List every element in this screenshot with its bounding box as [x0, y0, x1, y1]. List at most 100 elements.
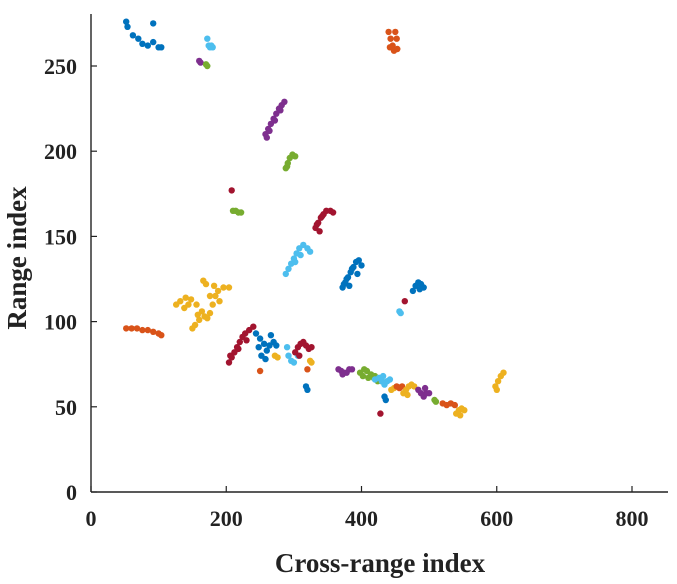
data-point [329, 209, 337, 216]
data-point [387, 35, 394, 42]
data-point [404, 391, 411, 399]
point-cluster [196, 57, 204, 66]
point-cluster [371, 372, 394, 388]
x-axis-title: Cross-range index [275, 548, 486, 578]
data-point [281, 98, 288, 106]
data-point [235, 345, 242, 353]
data-point [220, 284, 227, 291]
x-tick-label: 200 [210, 506, 243, 531]
y-tick-label: 250 [44, 54, 77, 79]
data-point [283, 344, 291, 351]
data-point [206, 292, 214, 300]
data-point [274, 354, 281, 361]
data-point [252, 330, 260, 337]
data-point [421, 384, 429, 392]
data-point [208, 42, 215, 49]
data-point [209, 301, 216, 308]
data-point [139, 40, 146, 47]
point-cluster [306, 357, 315, 366]
point-cluster [123, 18, 165, 51]
point-cluster [229, 207, 245, 216]
data-point [255, 344, 262, 351]
point-cluster [385, 28, 401, 54]
data-point [194, 311, 201, 318]
data-point [348, 366, 356, 373]
data-point [358, 262, 365, 269]
data-point [158, 44, 165, 51]
data-point [319, 212, 326, 220]
x-tick-label: 600 [480, 506, 513, 531]
point-cluster [381, 393, 389, 404]
data-point [457, 412, 464, 419]
data-point [339, 371, 346, 378]
data-point [386, 44, 394, 51]
data-point [306, 248, 314, 255]
data-point [425, 390, 433, 397]
data-point [382, 396, 389, 404]
point-cluster [409, 279, 427, 295]
data-point [273, 342, 280, 349]
point-cluster [256, 367, 264, 375]
data-point [193, 301, 200, 308]
data-point [236, 338, 243, 346]
point-cluster [271, 352, 281, 361]
data-point [237, 209, 245, 216]
data-point [494, 378, 502, 385]
data-point [379, 372, 387, 380]
data-point [451, 401, 458, 409]
point-cluster [415, 384, 433, 400]
data-point [144, 42, 151, 49]
data-point [377, 410, 384, 417]
point-cluster [396, 308, 404, 317]
point-cluster [431, 396, 440, 405]
data-point [354, 270, 361, 278]
data-point [285, 265, 292, 272]
data-point [393, 35, 400, 42]
data-point [128, 325, 135, 332]
point-cluster [304, 366, 311, 373]
data-point [200, 277, 207, 284]
data-point [204, 35, 211, 42]
data-point [282, 270, 289, 278]
data-point [365, 374, 372, 381]
point-cluster [123, 325, 165, 339]
data-point [267, 332, 275, 339]
point-cluster [173, 277, 233, 332]
data-point [214, 287, 222, 295]
data-point [256, 367, 264, 375]
data-point [250, 323, 257, 330]
data-point [385, 28, 392, 36]
data-point [144, 326, 151, 334]
data-point [212, 292, 219, 300]
x-tick-label: 0 [86, 506, 97, 531]
point-cluster [453, 405, 468, 419]
data-point [189, 325, 196, 332]
data-point [292, 258, 299, 266]
data-point [283, 163, 291, 170]
data-point [150, 38, 157, 46]
data-point [204, 62, 211, 70]
axis-ticks: 0 200 400 600 800 0 50 100 150 200 250 [44, 54, 649, 531]
y-tick-label: 200 [44, 139, 77, 164]
point-cluster [312, 207, 337, 235]
data-point [271, 117, 279, 124]
data-point [124, 23, 131, 30]
data-point [197, 59, 204, 66]
point-cluster [262, 98, 288, 141]
point-cluster [202, 61, 211, 70]
data-point [461, 407, 468, 414]
point-cluster [339, 257, 365, 291]
point-cluster [228, 187, 235, 194]
data-point [263, 134, 270, 141]
data-point [227, 352, 234, 359]
data-point [316, 228, 323, 235]
data-point [135, 35, 142, 42]
scatter-points [123, 18, 507, 419]
data-point [263, 347, 270, 354]
data-point [204, 315, 211, 322]
data-point [292, 153, 299, 160]
data-point [346, 282, 353, 289]
data-point [416, 286, 423, 293]
data-point [296, 352, 303, 359]
